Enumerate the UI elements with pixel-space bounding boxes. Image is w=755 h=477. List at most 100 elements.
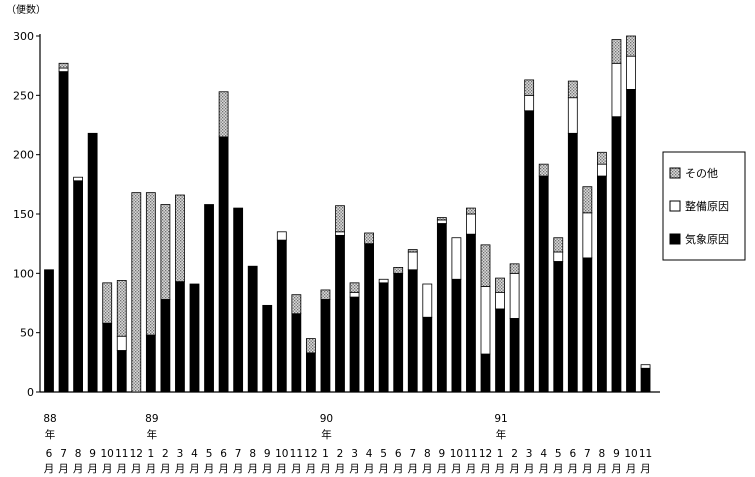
x-tick-label: 12 <box>130 448 143 460</box>
bar-segment-maintenance <box>480 285 491 355</box>
x-axis-labels: 88年89年90年91年6月7月8月9月10月11月12月1月2月3月4月5月6… <box>43 413 652 475</box>
bar-segment-weather <box>291 313 302 393</box>
month-suffix: 月 <box>335 463 346 475</box>
bar-segment-other <box>175 194 185 283</box>
month-suffix: 月 <box>44 463 55 475</box>
month-suffix: 月 <box>218 463 229 475</box>
bar-segment-weather <box>524 110 535 393</box>
bar-segment-other <box>393 266 404 274</box>
x-tick-label: 6 <box>46 448 53 460</box>
x-tick-label: 11 <box>115 448 128 460</box>
month-suffix: 月 <box>291 463 302 475</box>
month-suffix: 月 <box>437 463 448 475</box>
bar-segment-weather <box>582 257 593 393</box>
year-suffix: 年 <box>321 428 332 441</box>
month-suffix: 月 <box>568 463 579 475</box>
x-tick-label: 3 <box>351 448 358 460</box>
month-suffix: 月 <box>480 463 491 475</box>
y-axis-ticks: 0 50 100 150 200 250 300 <box>13 30 40 399</box>
bar-segment-weather <box>204 204 214 393</box>
legend-swatch-weather <box>669 233 681 245</box>
bar-segment-weather <box>233 207 244 393</box>
bar-segment-maintenance <box>567 97 578 134</box>
bar-segment-weather <box>466 233 476 393</box>
bar-segment-maintenance <box>422 283 433 318</box>
year-label: 90 <box>320 413 333 425</box>
bar-segment-weather <box>276 239 287 393</box>
month-suffix: 月 <box>320 463 331 475</box>
bar-segment-other <box>553 237 564 253</box>
x-tick-label: 1 <box>322 448 329 460</box>
month-suffix: 月 <box>146 463 157 475</box>
bar-segment-weather <box>320 299 331 393</box>
bar-segment-maintenance <box>553 251 564 262</box>
month-suffix: 月 <box>306 463 317 475</box>
month-suffix: 月 <box>58 463 69 475</box>
bar-segment-other <box>538 163 549 177</box>
bar-segment-weather <box>349 296 360 393</box>
x-tick-label: 10 <box>624 448 637 460</box>
month-suffix: 月 <box>262 463 273 475</box>
x-tick-label: 2 <box>337 448 344 460</box>
bar-segment-weather <box>597 175 607 393</box>
x-tick-label: 8 <box>424 448 431 460</box>
month-suffix: 月 <box>626 463 637 475</box>
y-tick-label: 150 <box>13 208 34 221</box>
bar-segment-weather <box>247 265 258 393</box>
bar-segment-maintenance <box>378 278 389 284</box>
bar-segment-other <box>145 192 156 336</box>
year-suffix: 年 <box>496 428 507 441</box>
x-tick-label: 9 <box>89 448 96 460</box>
month-suffix: 月 <box>451 463 462 475</box>
bar-segment-weather <box>378 282 389 393</box>
x-tick-label: 6 <box>569 448 576 460</box>
x-tick-label: 4 <box>366 448 373 460</box>
month-suffix: 月 <box>640 463 651 475</box>
year-label: 88 <box>43 413 56 425</box>
month-suffix: 月 <box>189 463 200 475</box>
bar-segment-maintenance <box>597 163 607 177</box>
x-tick-label: 11 <box>639 448 652 460</box>
year-suffix: 年 <box>147 428 158 441</box>
bar-segment-weather <box>102 322 113 393</box>
bar-segment-weather <box>611 116 622 393</box>
bar-segment-weather <box>145 334 156 393</box>
bar-segment-other <box>218 91 229 138</box>
bar-segment-other <box>291 294 302 315</box>
bar-segment-other <box>320 289 331 300</box>
bar-segment-other <box>335 205 345 233</box>
bar-segment-other <box>480 244 491 287</box>
bar-segment-other <box>611 39 622 64</box>
x-tick-label: 9 <box>439 448 446 460</box>
bar-segment-other <box>466 207 476 215</box>
month-suffix: 月 <box>204 463 215 475</box>
x-tick-label: 8 <box>599 448 606 460</box>
bar-segment-weather <box>262 304 273 393</box>
bar-segment-weather <box>189 283 200 393</box>
y-tick-label: 0 <box>27 386 34 399</box>
x-tick-label: 6 <box>395 448 402 460</box>
month-suffix: 月 <box>611 463 622 475</box>
bar-segment-weather <box>567 132 578 393</box>
x-tick-label: 2 <box>162 448 169 460</box>
x-tick-label: 10 <box>101 448 114 460</box>
x-tick-label: 4 <box>191 448 198 460</box>
x-tick-label: 12 <box>304 448 317 460</box>
legend-label-other: その他 <box>685 167 718 180</box>
x-tick-label: 2 <box>511 448 518 460</box>
bars <box>44 35 651 393</box>
x-tick-label: 12 <box>479 448 492 460</box>
bar-segment-weather <box>626 89 636 393</box>
bar-segment-maintenance <box>73 176 83 182</box>
bar-segment-weather <box>305 352 316 393</box>
month-suffix: 月 <box>553 463 564 475</box>
bar-segment-weather <box>640 367 651 393</box>
bar-segment-weather <box>407 269 418 393</box>
x-tick-label: 6 <box>220 448 227 460</box>
month-suffix: 月 <box>466 463 477 475</box>
bar-segment-weather <box>160 299 171 393</box>
bar-segment-weather <box>44 269 54 393</box>
bar-segment-other <box>626 35 636 57</box>
bar-segment-weather <box>116 350 127 393</box>
